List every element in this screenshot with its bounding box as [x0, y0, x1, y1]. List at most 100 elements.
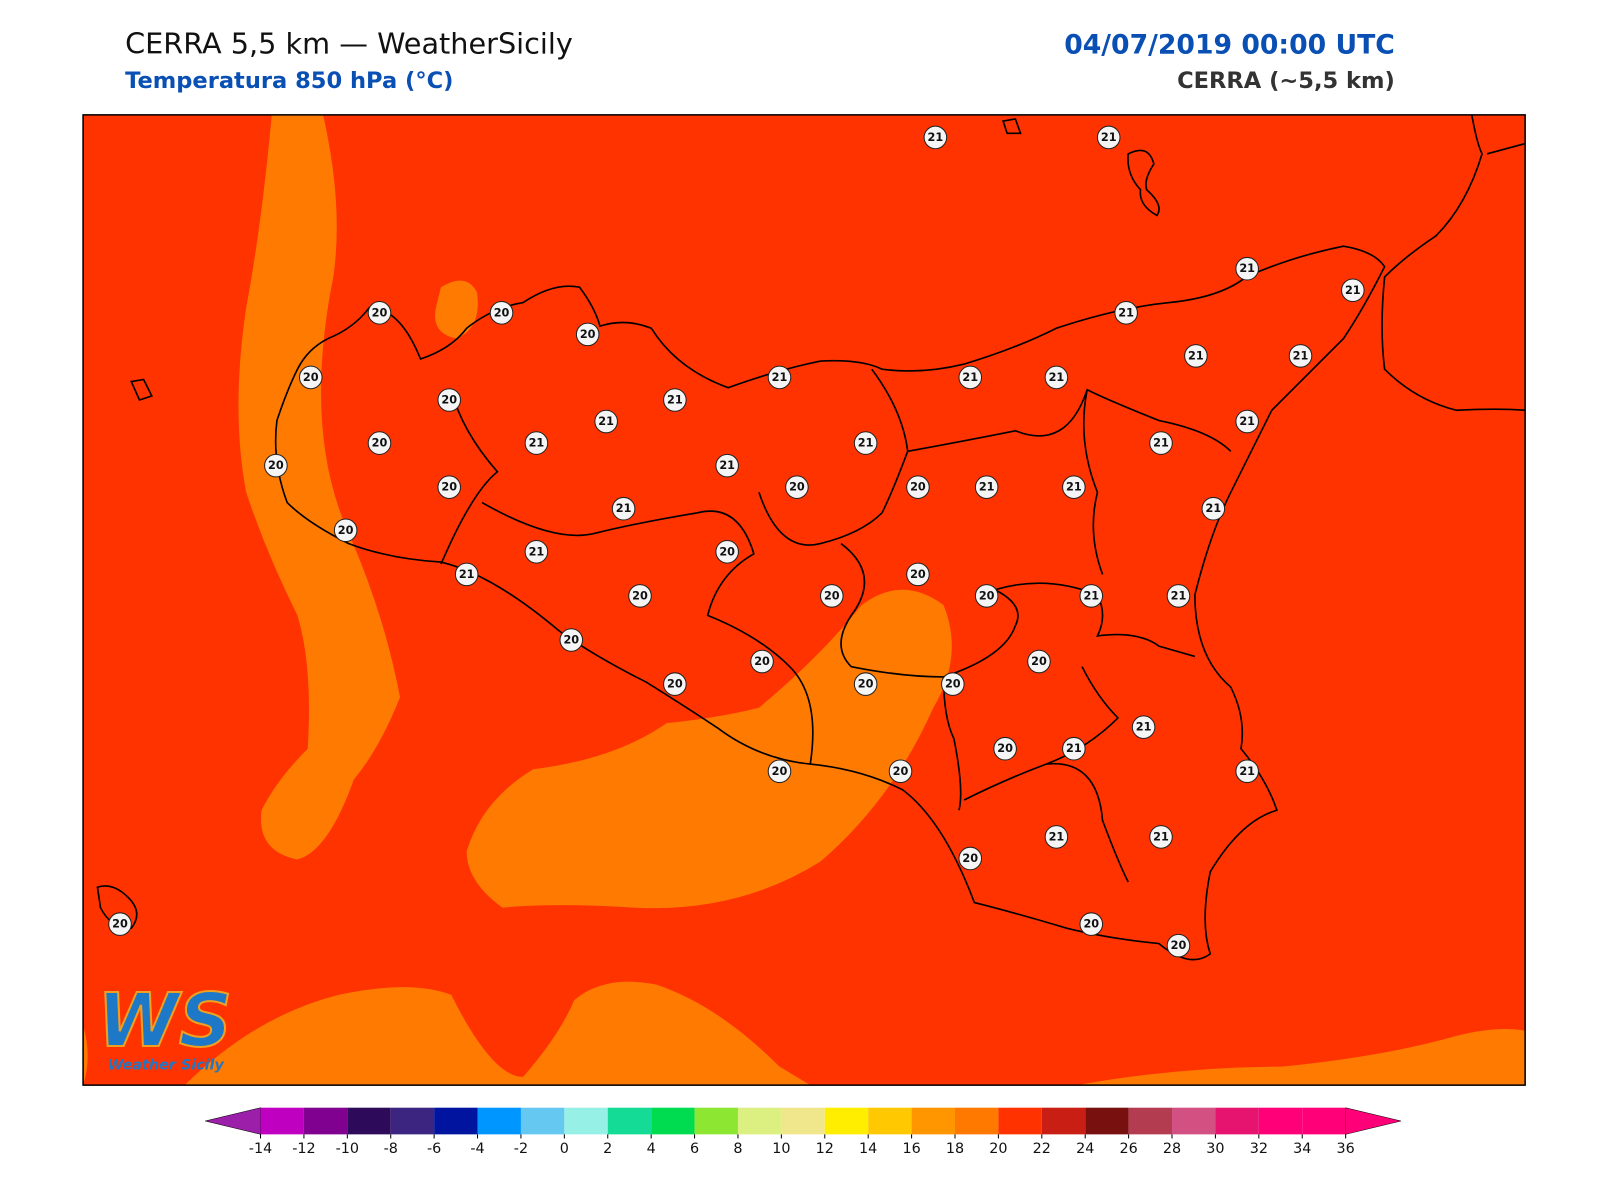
colorbar-tick-label: 2 [603, 1141, 612, 1157]
colorbar-segment [390, 1107, 435, 1135]
station-value: 21 [1239, 262, 1255, 275]
station-marker [1114, 301, 1138, 325]
station-value: 21 [1049, 371, 1065, 384]
station-marker [715, 539, 739, 564]
station-marker [923, 125, 948, 150]
colorbar-segment [651, 1107, 695, 1135]
station-value: 21 [1066, 481, 1082, 494]
station-value: 20 [372, 437, 388, 450]
station-value: 20 [441, 394, 457, 407]
colorbar-segment [564, 1107, 608, 1135]
colorbar-tick-label: 32 [1250, 1141, 1268, 1157]
station-value: 21 [1239, 415, 1255, 428]
colorbar-segment [260, 1107, 304, 1135]
station-value: 21 [1066, 742, 1082, 755]
station-value: 20 [338, 524, 354, 537]
station-value: 21 [1136, 721, 1152, 734]
colorbar-tick-label: 24 [1076, 1141, 1094, 1157]
colorbar: -14 -12 -10 -8 -6 -4 -2 0 2 4 6 8 10 12 14 16 18 20 22 24 26… [205, 1107, 1402, 1157]
colorbar-tick-label: 10 [772, 1141, 790, 1157]
station-value: 20 [1031, 655, 1047, 668]
station-marker [575, 322, 600, 347]
station-marker [1288, 344, 1313, 368]
coastline [96, 114, 1526, 961]
contour-areas [83, 114, 1526, 1086]
colorbar-tick-label: -4 [470, 1141, 484, 1157]
colorbar-segment [737, 1107, 782, 1135]
station-marker [750, 649, 774, 674]
station-value: 21 [1188, 349, 1204, 362]
colorbar-tick-label: -2 [514, 1141, 528, 1157]
station-value: 21 [1101, 131, 1117, 144]
colorbar-segment [1215, 1107, 1259, 1135]
model-label: CERRA (~5,5 km) [1177, 68, 1395, 94]
station-marker [1044, 825, 1069, 849]
colorbar-tick-label: 6 [690, 1141, 699, 1157]
station-value: 20 [580, 328, 596, 341]
station-marker [333, 518, 358, 543]
station-value: 21 [719, 459, 735, 472]
colorbar-tick-label: -12 [292, 1141, 315, 1157]
station-value: 20 [494, 306, 510, 319]
station-marker [974, 475, 999, 499]
station-marker [1166, 933, 1191, 958]
station-marker [489, 301, 514, 325]
colorbar-tick-label: -6 [427, 1141, 441, 1157]
station-value: 20 [824, 589, 840, 602]
colorbar-tick-label: 0 [560, 1141, 569, 1157]
colorbar-segment [694, 1107, 738, 1135]
colorbar-tick-label: -10 [336, 1141, 359, 1157]
station-value: 21 [529, 437, 545, 450]
station-value: 20 [667, 678, 683, 691]
colorbar-tick-label: 8 [733, 1141, 742, 1157]
colorbar-tick-label: -8 [384, 1141, 398, 1157]
station-marker [853, 672, 878, 696]
station-value: 20 [789, 481, 805, 494]
station-marker [108, 912, 132, 936]
colorbar-segment [954, 1107, 999, 1135]
logo-text: Weather Sicily [108, 1058, 225, 1074]
colorbar-segment [1172, 1107, 1216, 1135]
subtitle: Temperatura 850 hPa (°C) [125, 68, 453, 94]
station-marker [906, 562, 930, 587]
colorbar-segment [998, 1107, 1042, 1135]
station-marker [853, 431, 878, 455]
station-marker [367, 301, 392, 325]
station-marker [1096, 125, 1121, 150]
station-value: 21 [667, 394, 683, 407]
station-value: 21 [1239, 765, 1255, 778]
colorbar-tick-label: 18 [946, 1141, 964, 1157]
colorbar-segment [781, 1107, 825, 1135]
station-value: 20 [754, 655, 770, 668]
map: 21 21 21 21 20 20 20 21 21 21 20 21 21 21 20 21 21 21 20 21… [83, 114, 1526, 1086]
station-marker [1166, 584, 1191, 608]
station-marker [1184, 344, 1208, 368]
colorbar-tick-label: 34 [1293, 1141, 1311, 1157]
station-marker [785, 475, 809, 499]
station-marker [1235, 256, 1259, 281]
colorbar-tick-label: 30 [1206, 1141, 1224, 1157]
colorbar-segment [607, 1107, 652, 1135]
station-marker [1235, 409, 1259, 434]
colorbar-segment [1258, 1107, 1303, 1135]
colorbar-segment [1128, 1107, 1173, 1135]
colorbar-segment [303, 1107, 348, 1135]
station-marker [941, 672, 965, 696]
colorbar-under [205, 1107, 261, 1135]
station-value: 21 [1171, 589, 1187, 602]
station-marker [993, 736, 1017, 761]
station-marker [524, 539, 549, 564]
station-marker [298, 365, 323, 390]
station-value: 20 [962, 852, 978, 865]
station-marker [1201, 496, 1226, 521]
station-value: 20 [112, 918, 128, 931]
logo-mark: WS [97, 978, 232, 1064]
colorbar-tick-label: 36 [1337, 1141, 1355, 1157]
station-marker [767, 759, 792, 784]
station-marker [1079, 584, 1104, 608]
station-value: 21 [598, 415, 614, 428]
title: CERRA 5,5 km — WeatherSicily [125, 26, 573, 60]
colorbar-segment [520, 1107, 565, 1135]
station-marker [594, 409, 618, 434]
